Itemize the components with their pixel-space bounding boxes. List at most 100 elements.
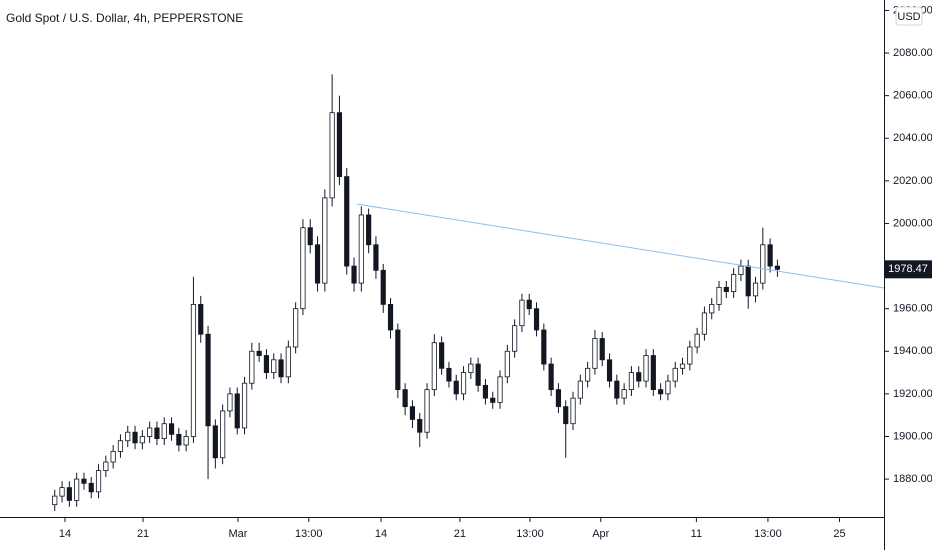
y-tick-label: 2000.00 (893, 217, 932, 229)
y-tick-label: 1920.00 (893, 388, 932, 400)
candle-body (658, 389, 664, 395)
y-tick-label: 2020.00 (893, 175, 932, 187)
x-tick-label: 21 (137, 528, 149, 540)
candle-body (322, 197, 328, 284)
candle-body (387, 304, 394, 331)
candle-body (183, 436, 189, 446)
candle-body (81, 478, 87, 484)
y-tick-label: 1880.00 (893, 473, 932, 485)
candle-body (205, 333, 211, 427)
candle-body (599, 338, 605, 361)
x-tick-label: 21 (454, 528, 466, 540)
y-tick-label: 2040.00 (893, 132, 932, 144)
candle-body (307, 227, 313, 246)
candle-body (95, 470, 102, 493)
candle-body (672, 367, 678, 382)
candle-body (336, 112, 343, 177)
candle-body (606, 359, 613, 382)
x-tick-label: 14 (59, 528, 71, 540)
candle-body (285, 346, 291, 378)
candle-body (234, 393, 240, 429)
last-price-box (885, 260, 932, 279)
candle-body (417, 419, 423, 433)
y-tick-label: 1900.00 (893, 430, 932, 442)
candle-body (220, 410, 226, 459)
candle-body (767, 244, 773, 267)
candle-body (650, 355, 656, 391)
candle-body (59, 487, 65, 497)
candle-body (110, 450, 116, 463)
x-tick-label: 14 (375, 528, 387, 540)
candle-body (373, 244, 379, 271)
currency-badge[interactable] (895, 6, 923, 26)
candle-body (176, 433, 182, 446)
candle-body (614, 380, 620, 399)
candle-body (366, 214, 372, 246)
candle-body (709, 304, 715, 314)
candle-body (263, 355, 270, 373)
candle-body (548, 363, 554, 391)
candle-body (66, 487, 72, 501)
candle-body (139, 436, 145, 444)
candle-body (694, 333, 700, 348)
candle-body (774, 265, 781, 270)
chart-title: Gold Spot / U.S. Dollar, 4h, PEPPERSTONE (6, 11, 243, 25)
x-tick-label: 13:00 (516, 528, 544, 540)
candle-body (395, 329, 401, 391)
candle-body (643, 355, 649, 382)
currency-label[interactable]: USD (897, 11, 920, 23)
candle-body (278, 359, 284, 378)
candle-body (731, 274, 737, 293)
candle-body (409, 406, 416, 420)
candle-body (738, 265, 744, 275)
candle-body (424, 389, 430, 433)
candle-body (329, 112, 335, 199)
candle-body (563, 406, 569, 425)
candle-body (665, 380, 671, 395)
candle-body (468, 363, 474, 373)
candle-body (271, 359, 277, 373)
candle-body (636, 372, 642, 382)
candle-body (577, 380, 583, 399)
plot-area (52, 74, 885, 512)
candle-body (190, 304, 197, 437)
x-tick-label: Apr (592, 528, 609, 540)
candle-body (585, 367, 591, 382)
candle-body (482, 384, 489, 399)
candle-body (745, 265, 751, 297)
candle-body (351, 265, 357, 284)
candle-body (453, 380, 459, 395)
candle-body (555, 389, 562, 408)
candle-body (380, 269, 386, 305)
candle-body (460, 372, 467, 395)
y-tick-label: 1960.00 (893, 303, 932, 315)
trend-line (356, 203, 885, 289)
x-tick-label: 13:00 (754, 528, 782, 540)
candle-body (52, 495, 58, 506)
candle-body (701, 312, 708, 335)
candle-body (300, 227, 306, 310)
candle-body (249, 350, 255, 384)
candle-body (504, 350, 510, 378)
candle-body (147, 427, 153, 437)
axis-labels: 1880.001900.001920.001940.001960.001980.… (59, 4, 932, 540)
candle-body (679, 363, 686, 369)
candle-body (161, 423, 167, 440)
y-tick-label: 1940.00 (893, 345, 932, 357)
x-tick-label: 11 (691, 528, 702, 540)
candle-body (402, 389, 408, 408)
candle-body (358, 214, 364, 284)
candle-body (752, 282, 759, 297)
candle-body (526, 299, 532, 310)
candle-body (314, 244, 321, 284)
candle-body (446, 367, 452, 382)
y-tick-label: 2060.00 (893, 90, 932, 102)
candle-body (533, 308, 540, 331)
x-tick-label: Mar (228, 528, 247, 540)
candle-body (212, 425, 218, 459)
candle-body (439, 342, 445, 369)
candle-body (621, 389, 627, 399)
